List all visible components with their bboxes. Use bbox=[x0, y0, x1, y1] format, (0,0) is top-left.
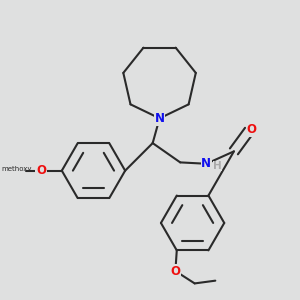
Text: methoxy: methoxy bbox=[1, 166, 31, 172]
Text: H: H bbox=[213, 161, 222, 171]
Text: N: N bbox=[154, 112, 165, 125]
Text: O: O bbox=[247, 123, 257, 136]
Text: N: N bbox=[201, 157, 212, 170]
Text: O: O bbox=[170, 265, 180, 278]
Text: O: O bbox=[36, 164, 46, 177]
